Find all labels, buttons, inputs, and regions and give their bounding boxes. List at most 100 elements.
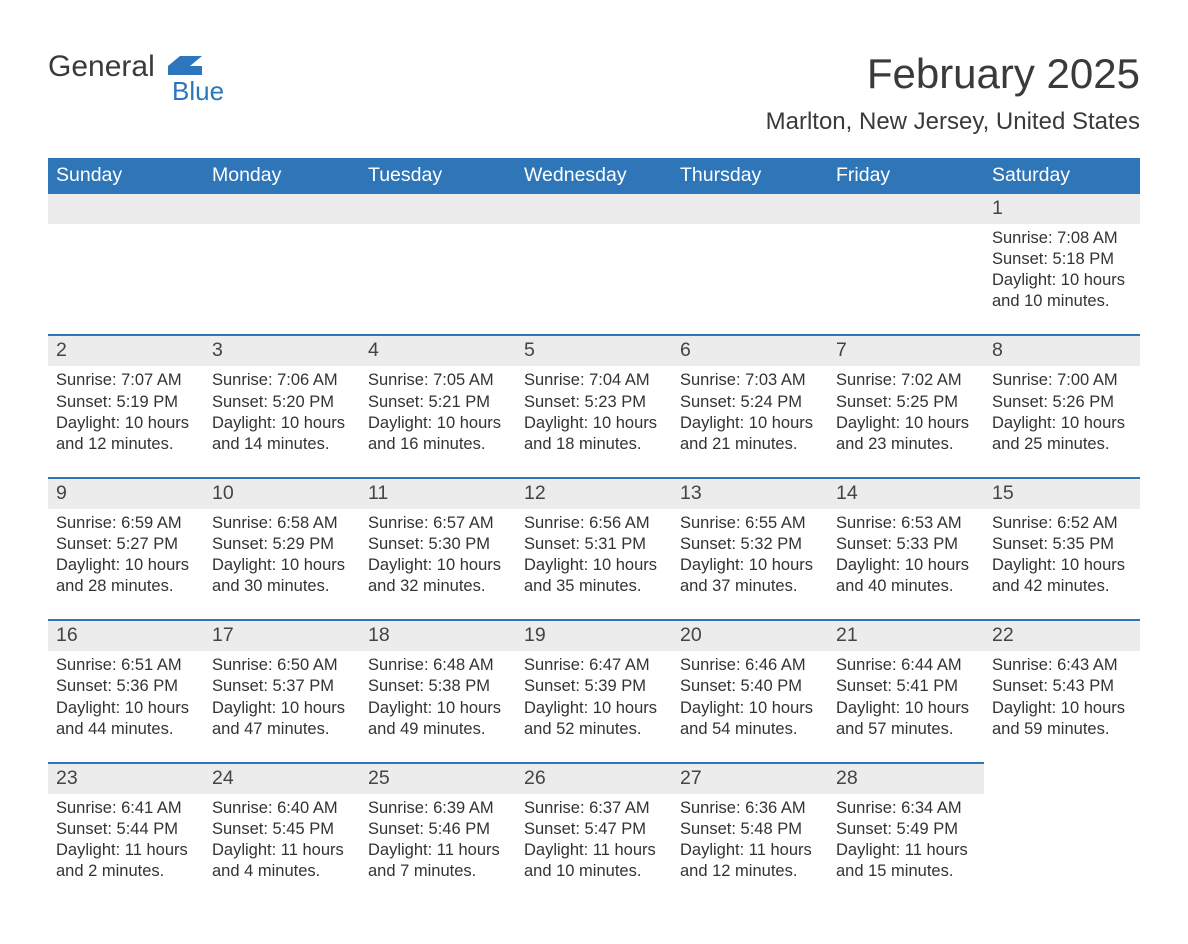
daylight-text: Daylight: 10 hours and 57 minutes.: [836, 698, 976, 740]
daylight-text: Daylight: 11 hours and 4 minutes.: [212, 840, 352, 882]
day-number-bar: [48, 194, 204, 224]
daylight-text: Daylight: 10 hours and 32 minutes.: [368, 555, 508, 597]
day-cell: [672, 194, 828, 334]
weekday-header: Sunday: [48, 158, 204, 194]
day-number-bar: [360, 194, 516, 224]
weeks-container: 1Sunrise: 7:08 AMSunset: 5:18 PMDaylight…: [48, 194, 1140, 904]
day-data: Sunrise: 6:57 AMSunset: 5:30 PMDaylight:…: [368, 513, 508, 597]
sunset-text: Sunset: 5:38 PM: [368, 676, 508, 697]
location-text: Marlton, New Jersey, United States: [766, 108, 1140, 136]
day-cell: 8Sunrise: 7:00 AMSunset: 5:26 PMDaylight…: [984, 334, 1140, 476]
day-number-bar: 19: [516, 619, 672, 651]
day-cell: 26Sunrise: 6:37 AMSunset: 5:47 PMDayligh…: [516, 762, 672, 904]
sunrise-text: Sunrise: 7:08 AM: [992, 228, 1132, 249]
daylight-text: Daylight: 11 hours and 15 minutes.: [836, 840, 976, 882]
sunrise-text: Sunrise: 6:41 AM: [56, 798, 196, 819]
day-data: Sunrise: 6:59 AMSunset: 5:27 PMDaylight:…: [56, 513, 196, 597]
day-cell: 5Sunrise: 7:04 AMSunset: 5:23 PMDaylight…: [516, 334, 672, 476]
daylight-text: Daylight: 10 hours and 18 minutes.: [524, 413, 664, 455]
daylight-text: Daylight: 10 hours and 59 minutes.: [992, 698, 1132, 740]
day-data: Sunrise: 6:44 AMSunset: 5:41 PMDaylight:…: [836, 655, 976, 739]
sunset-text: Sunset: 5:27 PM: [56, 534, 196, 555]
sunrise-text: Sunrise: 6:36 AM: [680, 798, 820, 819]
day-data: Sunrise: 6:46 AMSunset: 5:40 PMDaylight:…: [680, 655, 820, 739]
day-data: Sunrise: 6:52 AMSunset: 5:35 PMDaylight:…: [992, 513, 1132, 597]
day-cell: 17 Sunrise: 6:50 AMSunset: 5:37 PMDayligh…: [204, 619, 360, 761]
sunset-text: Sunset: 5:30 PM: [368, 534, 508, 555]
day-data: Sunrise: 7:02 AMSunset: 5:25 PMDaylight:…: [836, 370, 976, 454]
sunrise-text: Sunrise: 6:58 AM: [212, 513, 352, 534]
weekday-header-row: Sunday Monday Tuesday Wednesday Thursday…: [48, 158, 1140, 194]
sunset-text: Sunset: 5:18 PM: [992, 249, 1132, 270]
day-data: Sunrise: 6:50 AMSunset: 5:37 PMDaylight:…: [212, 655, 352, 739]
title-block: February 2025 Marlton, New Jersey, Unite…: [766, 50, 1140, 150]
day-data: Sunrise: 7:05 AMSunset: 5:21 PMDaylight:…: [368, 370, 508, 454]
day-data: Sunrise: 6:53 AMSunset: 5:33 PMDaylight:…: [836, 513, 976, 597]
day-data: Sunrise: 6:51 AMSunset: 5:36 PMDaylight:…: [56, 655, 196, 739]
day-data: Sunrise: 6:58 AMSunset: 5:29 PMDaylight:…: [212, 513, 352, 597]
day-number-bar: [984, 762, 1140, 794]
day-number-bar: 13: [672, 477, 828, 509]
daylight-text: Daylight: 10 hours and 42 minutes.: [992, 555, 1132, 597]
day-number-bar: 23: [48, 762, 204, 794]
day-number-bar: 25: [360, 762, 516, 794]
daylight-text: Daylight: 10 hours and 49 minutes.: [368, 698, 508, 740]
day-cell: 12Sunrise: 6:56 AMSunset: 5:31 PMDayligh…: [516, 477, 672, 619]
sunset-text: Sunset: 5:31 PM: [524, 534, 664, 555]
day-cell: 19 Sunrise: 6:47 AMSunset: 5:39 PMDayligh…: [516, 619, 672, 761]
sunrise-text: Sunrise: 6:43 AM: [992, 655, 1132, 676]
day-data: Sunrise: 6:40 AMSunset: 5:45 PMDaylight:…: [212, 798, 352, 882]
day-number-bar: 15: [984, 477, 1140, 509]
day-number-bar: 21: [828, 619, 984, 651]
day-cell: [360, 194, 516, 334]
sunset-text: Sunset: 5:36 PM: [56, 676, 196, 697]
day-number-bar: 18: [360, 619, 516, 651]
daylight-text: Daylight: 10 hours and 23 minutes.: [836, 413, 976, 455]
day-number-bar: 27: [672, 762, 828, 794]
sunset-text: Sunset: 5:24 PM: [680, 392, 820, 413]
day-data: Sunrise: 7:03 AMSunset: 5:24 PMDaylight:…: [680, 370, 820, 454]
day-number-bar: 14: [828, 477, 984, 509]
sunset-text: Sunset: 5:49 PM: [836, 819, 976, 840]
sunset-text: Sunset: 5:23 PM: [524, 392, 664, 413]
day-number-bar: [828, 194, 984, 224]
sunrise-text: Sunrise: 6:51 AM: [56, 655, 196, 676]
sunrise-text: Sunrise: 6:39 AM: [368, 798, 508, 819]
day-cell: 4Sunrise: 7:05 AMSunset: 5:21 PMDaylight…: [360, 334, 516, 476]
day-data: Sunrise: 6:47 AMSunset: 5:39 PMDaylight:…: [524, 655, 664, 739]
daylight-text: Daylight: 10 hours and 35 minutes.: [524, 555, 664, 597]
weekday-header: Tuesday: [360, 158, 516, 194]
day-cell: 1Sunrise: 7:08 AMSunset: 5:18 PMDaylight…: [984, 194, 1140, 334]
brand-logo: General Blue: [48, 50, 238, 106]
day-number-bar: 9: [48, 477, 204, 509]
sunrise-text: Sunrise: 7:04 AM: [524, 370, 664, 391]
flag-icon: [168, 56, 202, 76]
sunrise-text: Sunrise: 7:00 AM: [992, 370, 1132, 391]
day-number-bar: 3: [204, 334, 360, 366]
day-data: Sunrise: 7:04 AMSunset: 5:23 PMDaylight:…: [524, 370, 664, 454]
daylight-text: Daylight: 10 hours and 25 minutes.: [992, 413, 1132, 455]
daylight-text: Daylight: 10 hours and 54 minutes.: [680, 698, 820, 740]
day-cell: 11Sunrise: 6:57 AMSunset: 5:30 PMDayligh…: [360, 477, 516, 619]
day-cell: 15 Sunrise: 6:52 AMSunset: 5:35 PMDayligh…: [984, 477, 1140, 619]
day-number-bar: 24: [204, 762, 360, 794]
day-number-bar: 17: [204, 619, 360, 651]
sunset-text: Sunset: 5:35 PM: [992, 534, 1132, 555]
day-cell: 2Sunrise: 7:07 AMSunset: 5:19 PMDaylight…: [48, 334, 204, 476]
day-number-bar: 20: [672, 619, 828, 651]
daylight-text: Daylight: 10 hours and 44 minutes.: [56, 698, 196, 740]
sunrise-text: Sunrise: 6:44 AM: [836, 655, 976, 676]
day-number-bar: [204, 194, 360, 224]
day-cell: 21 Sunrise: 6:44 AMSunset: 5:41 PMDayligh…: [828, 619, 984, 761]
sunset-text: Sunset: 5:45 PM: [212, 819, 352, 840]
daylight-text: Daylight: 10 hours and 10 minutes.: [992, 270, 1132, 312]
day-number-bar: [672, 194, 828, 224]
day-number-bar: 22: [984, 619, 1140, 651]
brand-part1: General: [48, 50, 155, 84]
day-data: Sunrise: 6:56 AMSunset: 5:31 PMDaylight:…: [524, 513, 664, 597]
day-data: Sunrise: 7:08 AMSunset: 5:18 PMDaylight:…: [992, 228, 1132, 312]
sunrise-text: Sunrise: 7:02 AM: [836, 370, 976, 391]
daylight-text: Daylight: 10 hours and 28 minutes.: [56, 555, 196, 597]
sunrise-text: Sunrise: 6:55 AM: [680, 513, 820, 534]
day-cell: 20 Sunrise: 6:46 AMSunset: 5:40 PMDayligh…: [672, 619, 828, 761]
